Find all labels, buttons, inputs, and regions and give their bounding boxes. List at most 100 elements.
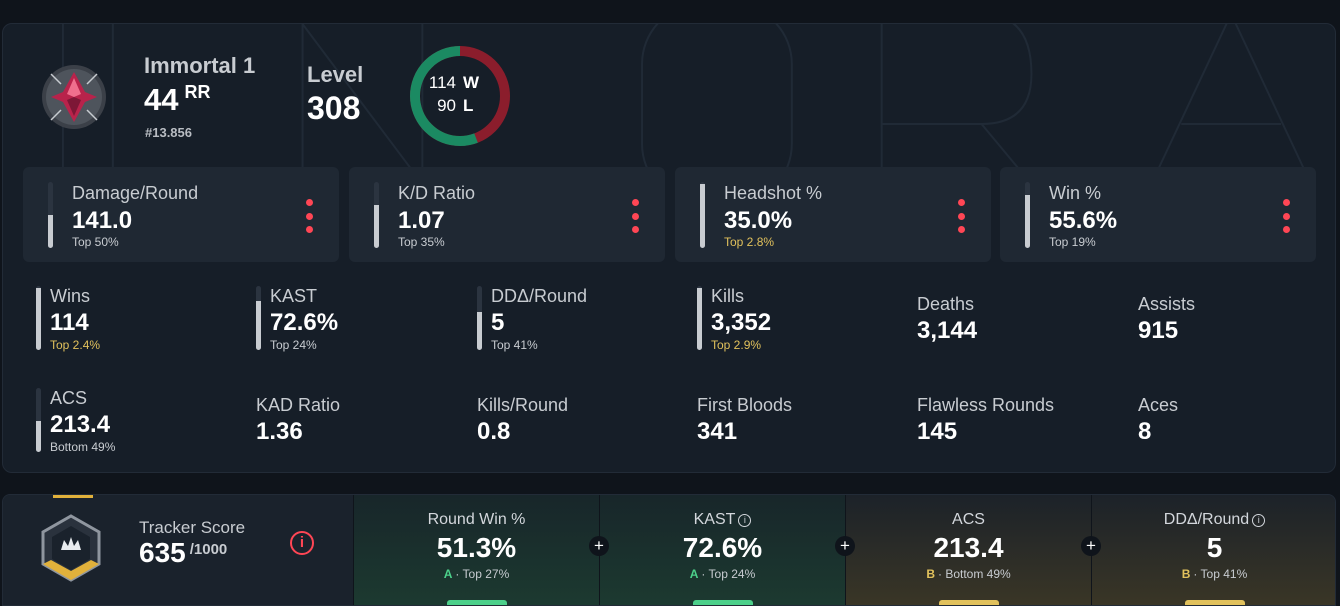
- segment-label-text: KAST: [693, 511, 736, 528]
- info-icon[interactable]: i: [738, 514, 752, 527]
- tracker-score-summary: Tracker Score 635/1000 i: [3, 495, 353, 605]
- stat-percentile: Top 2.4%: [50, 338, 101, 352]
- win-loss-ring: [410, 46, 510, 146]
- stat-value: 3,352: [711, 309, 772, 336]
- stat-value: 915: [1138, 317, 1179, 344]
- stat-percentile: Top 24%: [270, 338, 317, 352]
- segment-percentile: B · Bottom 49%: [846, 567, 1091, 581]
- rank-rating: 44 RR: [144, 82, 210, 118]
- segment-value: 72.6%: [682, 532, 763, 563]
- percentile-bar: [1025, 182, 1030, 248]
- card-label: Damage/Round: [72, 183, 199, 203]
- tracker-score-value: 635/1000: [139, 537, 227, 569]
- percentile-text: · Top 41%: [1193, 567, 1248, 581]
- stat-value: 114: [50, 309, 89, 336]
- card-value: 141.0: [72, 207, 133, 234]
- percentile-bar: [477, 286, 482, 350]
- rr-unit: RR: [184, 82, 211, 102]
- segment-label: ACS: [952, 511, 985, 528]
- percentile-bar: [36, 388, 41, 452]
- percentile-text: · Top 24%: [701, 567, 756, 581]
- card-headshot: Headshot % 35.0% Top 2.8%: [675, 167, 991, 262]
- stat-label: Kills/Round: [477, 395, 569, 415]
- tracker-score-label: Tracker Score: [139, 518, 246, 537]
- stat-label: Kills: [711, 286, 745, 306]
- plus-icon[interactable]: +: [1081, 536, 1101, 556]
- level-label: Level: [307, 62, 364, 87]
- segment-kast: KAST i 72.6% A · Top 24%: [599, 495, 845, 605]
- segment-dd-round: DDΔ/Round i 5 B · Top 41%: [1091, 495, 1335, 605]
- segment-label-text: DDΔ/Round: [1163, 511, 1250, 528]
- stat-label: DDΔ/Round: [491, 286, 588, 306]
- rr-value: 44: [144, 82, 179, 117]
- win-loss-record: 114 W 90 L: [428, 71, 479, 117]
- stat-label: Deaths: [917, 294, 975, 314]
- win-arc: [410, 46, 510, 146]
- plus-icon[interactable]: +: [835, 536, 855, 556]
- info-icon[interactable]: i: [290, 531, 314, 555]
- percentile-bar: [256, 286, 261, 350]
- stat-value: 72.6%: [270, 309, 339, 336]
- wins-letter: W: [463, 73, 480, 92]
- stat-label: KAST: [270, 286, 318, 306]
- more-options-icon[interactable]: [958, 199, 966, 233]
- stat-label: Assists: [1138, 294, 1196, 314]
- card-value: 55.6%: [1049, 207, 1118, 234]
- grade-letter: B: [926, 567, 935, 581]
- info-icon[interactable]: i: [1252, 514, 1266, 527]
- card-win-percent: Win % 55.6% Top 19%: [1000, 167, 1316, 262]
- stat-percentile: Bottom 49%: [50, 440, 116, 454]
- accent-line: [53, 495, 93, 498]
- stat-value: 8: [1138, 418, 1152, 445]
- segment-label: DDΔ/Round i: [1092, 511, 1335, 529]
- grade-pill: [1185, 600, 1245, 605]
- plus-icon[interactable]: +: [589, 536, 609, 556]
- grade-pill: [693, 600, 753, 605]
- stat-label: KAD Ratio: [256, 395, 341, 415]
- grade-letter: B: [1181, 567, 1191, 581]
- stat-label: Aces: [1138, 395, 1179, 415]
- stat-label: ACS: [50, 388, 88, 408]
- stat-value: 0.8: [477, 418, 511, 445]
- rank-name: Immortal 1: [144, 53, 256, 78]
- more-options-icon[interactable]: [1283, 199, 1291, 233]
- card-label: K/D Ratio: [398, 183, 476, 203]
- stat-label: Wins: [50, 286, 90, 306]
- stat-percentile: Top 2.9%: [711, 338, 762, 352]
- stat-value: 213.4: [50, 411, 111, 438]
- percentile-bar: [700, 182, 705, 248]
- percentile-text: · Bottom 49%: [937, 567, 1011, 581]
- card-value: 1.07: [398, 207, 445, 234]
- stat-label: First Bloods: [697, 395, 793, 415]
- percentile-bar: [48, 182, 53, 248]
- tracker-score-number: 635: [139, 537, 186, 568]
- segment-percentile: B · Top 41%: [1092, 567, 1335, 581]
- stat-percentile: Top 41%: [491, 338, 538, 352]
- card-percentile: Top 2.8%: [724, 235, 775, 249]
- losses-count: 90: [437, 96, 456, 115]
- segment-acs: ACS 213.4 B · Bottom 49%: [845, 495, 1091, 605]
- card-percentile: Top 50%: [72, 235, 119, 249]
- tracker-score-bar: Tracker Score 635/1000 i Round Win % 51.…: [2, 494, 1336, 606]
- card-percentile: Top 19%: [1049, 235, 1096, 249]
- more-options-icon[interactable]: [306, 199, 314, 233]
- segment-percentile: A · Top 27%: [354, 567, 599, 581]
- level-value: 308: [307, 90, 361, 126]
- wins-count: 114: [428, 73, 456, 92]
- immortal-rank-icon: [42, 65, 106, 129]
- stat-value: 1.36: [256, 418, 303, 445]
- card-label: Win %: [1049, 183, 1102, 203]
- percentile-bar: [374, 182, 379, 248]
- stat-value: 5: [491, 309, 505, 336]
- card-percentile: Top 35%: [398, 235, 445, 249]
- stats-panel: Immortal 1 44 RR #13.856 Level 308 114 W 9…: [2, 23, 1336, 473]
- grade-pill: [939, 600, 999, 605]
- losses-letter: L: [463, 96, 474, 115]
- card-label: Headshot %: [724, 183, 823, 203]
- more-options-icon[interactable]: [632, 199, 640, 233]
- grade-letter: A: [443, 567, 453, 581]
- percentile-bar: [697, 286, 702, 350]
- stat-value: 3,144: [917, 317, 978, 344]
- tracker-score-badge-icon: [41, 514, 101, 582]
- segment-value: 5: [1206, 532, 1223, 563]
